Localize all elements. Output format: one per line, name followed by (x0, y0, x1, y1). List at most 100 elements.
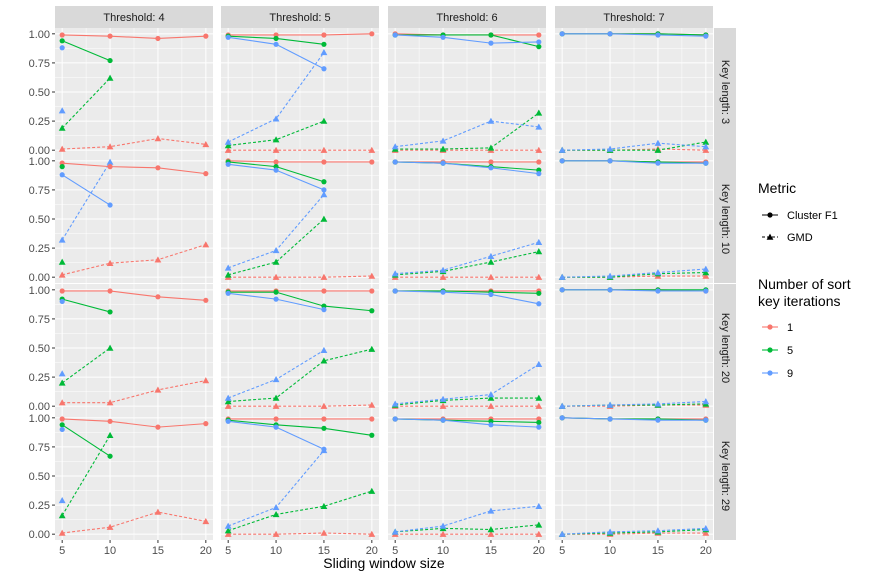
point-cluster-f1 (107, 57, 113, 64)
point-gmd (224, 530, 232, 537)
point-gmd (606, 528, 614, 535)
point-cluster-f1 (321, 425, 327, 431)
legend-key: GMD (762, 232, 813, 244)
point-cluster-f1 (369, 432, 375, 438)
column-strip (388, 6, 546, 28)
point-cluster-f1 (321, 32, 327, 38)
point-cluster-f1 (273, 159, 279, 165)
point-gmd (58, 512, 66, 519)
series-line-gmd (62, 244, 206, 276)
point-gmd (535, 273, 543, 280)
series-line-gmd (562, 142, 706, 151)
x-tick-label: 10 (604, 545, 616, 557)
point-cluster-f1 (440, 289, 446, 295)
series-line-gmd (562, 532, 706, 535)
point-cluster-f1 (655, 288, 661, 294)
point-gmd (320, 357, 328, 364)
facet-panel (221, 155, 379, 283)
legend-key: 9 (762, 368, 793, 380)
point-gmd (320, 215, 328, 222)
point-gmd (106, 431, 114, 438)
y-tick-label: 0.25 (29, 243, 50, 255)
series-line-gmd (228, 275, 372, 278)
point-gmd (106, 158, 114, 165)
point-gmd (106, 344, 114, 351)
point-gmd (272, 247, 280, 254)
point-cluster-f1 (155, 35, 161, 42)
point-cluster-f1 (536, 159, 542, 165)
legend-key-label: GMD (787, 232, 813, 244)
point-gmd (272, 146, 280, 153)
point-gmd (487, 144, 495, 151)
point-cluster-f1 (392, 159, 398, 165)
point-gmd (58, 497, 66, 504)
point-cluster-f1 (155, 294, 161, 300)
column-strip (221, 6, 379, 28)
point-cluster-f1 (225, 34, 231, 40)
point-cluster-f1 (59, 288, 65, 294)
y-tick-label: 0.25 (29, 372, 50, 384)
row-strip-label: Key length: 10 (719, 184, 731, 254)
facet-panel (555, 284, 713, 412)
point-gmd (487, 526, 495, 533)
x-tick-label: 10 (104, 545, 116, 557)
point-gmd (272, 402, 280, 409)
point-cluster-f1 (321, 41, 327, 47)
point-gmd (106, 74, 114, 81)
series-line-gmd (227, 52, 325, 143)
point-cluster-f1 (536, 32, 542, 38)
facet-panel (55, 28, 213, 156)
point-cluster-f1 (107, 453, 113, 459)
point-gmd (487, 273, 495, 280)
facet-panel (388, 155, 546, 283)
point-cluster-f1 (107, 164, 113, 170)
point-gmd (535, 146, 543, 153)
point-cluster-f1 (321, 416, 327, 422)
point-gmd (224, 138, 232, 145)
facet-panel (555, 155, 713, 283)
point-gmd (224, 146, 232, 153)
point-gmd (535, 360, 543, 368)
point-cluster-f1 (440, 34, 446, 40)
point-cluster-f1 (536, 290, 542, 296)
point-cluster-f1 (369, 288, 375, 294)
point-cluster-f1 (488, 422, 494, 428)
point-gmd (439, 266, 447, 273)
legend-iter-title-line2: key iterations (758, 293, 840, 309)
series-line-gmd (228, 532, 372, 535)
point-gmd (535, 502, 543, 509)
point-gmd (487, 507, 495, 514)
point-cluster-f1 (607, 416, 613, 422)
point-gmd (320, 191, 328, 198)
point-cluster-f1 (559, 287, 565, 293)
point-cluster-f1 (155, 424, 161, 430)
column-strip-label: Threshold: 5 (269, 12, 330, 24)
point-cluster-f1 (536, 419, 542, 426)
point-cluster-f1 (203, 171, 209, 177)
y-tick-label: 0.75 (29, 185, 50, 197)
x-tick-label: 5 (59, 545, 65, 557)
point-cluster-f1 (107, 33, 113, 39)
facet-panel (55, 284, 213, 412)
point-cluster-f1 (392, 288, 398, 294)
point-gmd (535, 394, 543, 401)
row-strip (714, 155, 736, 283)
point-cluster-f1 (369, 416, 375, 422)
point-gmd (439, 137, 447, 144)
point-cluster-f1 (107, 288, 113, 294)
point-gmd (202, 517, 210, 525)
point-gmd (558, 530, 566, 537)
legend-metric-title: Metric (758, 180, 796, 196)
row-strip (714, 284, 736, 412)
point-cluster-f1 (607, 287, 613, 293)
series-line-cluster-f1 (61, 174, 111, 206)
point-gmd (391, 143, 399, 150)
y-tick-label: 1.00 (29, 413, 50, 425)
point-gmd (654, 139, 662, 146)
legend-key-point (767, 347, 773, 353)
point-gmd (654, 146, 662, 153)
point-gmd (368, 530, 376, 537)
legend-iter-keys: 1 5 9 (762, 322, 793, 380)
series-line-gmd (562, 141, 706, 151)
